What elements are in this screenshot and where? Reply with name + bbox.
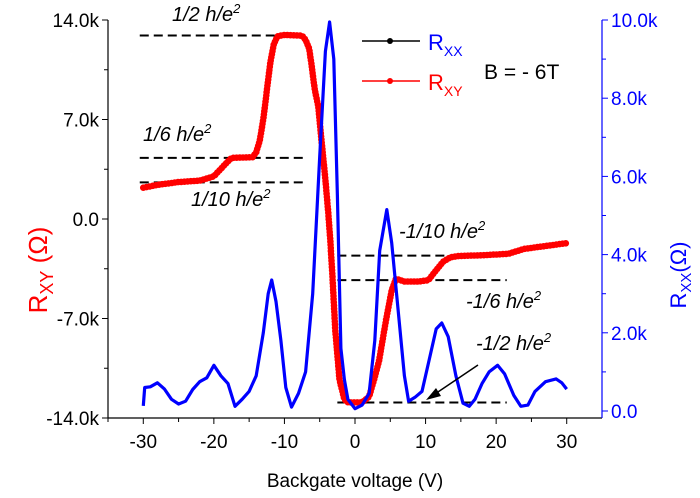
annotation-arrow <box>426 364 479 400</box>
x-tick-label: 10 <box>415 432 436 453</box>
svg-text:RXX(Ω): RXX(Ω) <box>666 241 695 308</box>
y-right-tick-label: 8.0k <box>611 89 647 110</box>
x-tick-label: -30 <box>130 432 157 453</box>
ref-label-neg-sixth: -1/6 h/e2 <box>466 288 542 313</box>
series-rxx-line <box>141 20 568 411</box>
x-axis-label: Backgate voltage (V) <box>267 471 443 492</box>
ref-label-tenth: 1/10 h/e2 <box>191 186 271 211</box>
y-right-tick-label: 2.0k <box>611 324 647 345</box>
x-tick-label: -20 <box>200 432 227 453</box>
ref-label-neg-tenth: -1/10 h/e2 <box>399 218 486 243</box>
y-left-tick-label: -7.0k <box>57 310 100 331</box>
y-left-tick-label: 7.0k <box>63 111 99 132</box>
svg-text:RXX: RXX <box>428 30 463 59</box>
x-tick-label: 30 <box>556 432 577 453</box>
ref-label-half: 1/2 h/e2 <box>172 1 241 26</box>
y-right-tick-label: 4.0k <box>611 246 647 267</box>
field-annotation: B = - 6T <box>484 61 559 84</box>
data-point <box>562 240 570 247</box>
x-tick-label: 20 <box>486 432 507 453</box>
legend-item-rxy: RXY <box>362 70 463 99</box>
x-tick-label: -10 <box>271 432 298 453</box>
y-right-tick-label: 6.0k <box>611 167 647 188</box>
ref-label-sixth: 1/6 h/e2 <box>143 121 212 146</box>
legend: RXX RXY <box>362 30 463 99</box>
x-tick-label: 0 <box>350 432 361 453</box>
y-left-tick-label: 14.0k <box>53 11 100 32</box>
y-left-axis-label: RXY (Ω) <box>23 227 57 314</box>
svg-text:RXY: RXY <box>428 70 463 99</box>
y-left-tick-label: 0.0 <box>73 210 99 231</box>
y-right-tick-label: 0.0 <box>611 402 637 423</box>
y-right-axis-label: RXX(Ω) <box>666 241 695 308</box>
legend-item-rxx: RXX <box>362 30 463 59</box>
svg-text:RXY (Ω): RXY (Ω) <box>23 227 57 314</box>
y-right-tick-label: 10.0k <box>611 11 658 32</box>
series-rxy-markers <box>139 31 570 406</box>
y-left-tick-label: -14.0k <box>46 409 99 430</box>
ref-label-neg-half: -1/2 h/e2 <box>476 330 552 355</box>
